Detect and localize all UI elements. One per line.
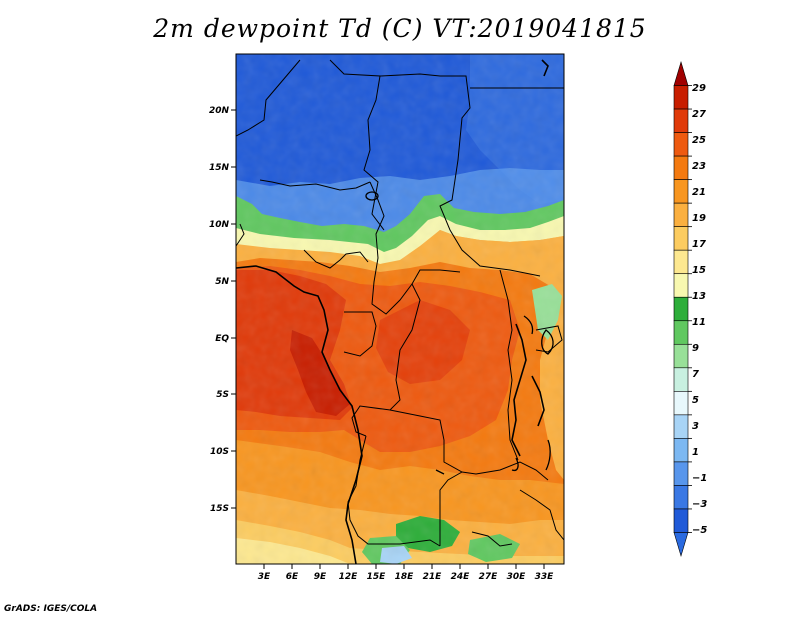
axis-ticks	[231, 109, 545, 569]
lat-label: 5N	[215, 277, 229, 287]
colorbar-label: 17	[692, 239, 706, 250]
colorbar-label: 3	[692, 421, 699, 432]
coastlines	[236, 59, 549, 564]
lon-label: 21E	[423, 572, 443, 582]
colorbar-label: −5	[692, 525, 707, 536]
lat-label: 15S	[210, 504, 229, 514]
colorbar-cap-bottom	[673, 532, 689, 558]
colorbar-segment	[673, 249, 689, 275]
lon-label: 27E	[479, 572, 499, 582]
lon-label: 33E	[535, 572, 555, 582]
colorbar-segment	[673, 202, 689, 227]
colorbar-segment	[673, 508, 689, 533]
colorbar-label: 29	[692, 83, 706, 94]
lat-label: 5S	[216, 390, 229, 400]
colorbar	[673, 60, 692, 558]
lat-label: 10N	[209, 220, 230, 230]
lon-label: 6E	[286, 572, 299, 582]
colorbar-label: −3	[692, 499, 707, 510]
colorbar-segment	[673, 108, 689, 133]
colorbar-label: 23	[692, 161, 706, 172]
colorbar-cap-top	[673, 60, 689, 86]
lon-label: 24E	[451, 572, 471, 582]
colorbar-segment	[673, 85, 689, 110]
colorbar-segment	[673, 414, 689, 439]
map-title: 2m dewpoint Td (C) VT:2019041815	[153, 14, 647, 43]
lon-label: 15E	[367, 572, 387, 582]
lon-label: 18E	[395, 572, 415, 582]
country-borders	[236, 59, 564, 547]
lon-label: 12E	[339, 572, 359, 582]
colorbar-segment	[673, 179, 689, 204]
colorbar-label: 5	[692, 395, 699, 406]
colorbar-segment	[673, 485, 689, 510]
colorbar-segment	[673, 273, 689, 298]
colorbar-segment	[673, 367, 689, 392]
colorbar-label: 25	[692, 135, 706, 146]
map-frame	[235, 53, 565, 565]
colorbar-segment	[673, 320, 689, 345]
colorbar-label: 9	[692, 343, 699, 354]
lat-label: EQ	[215, 334, 229, 344]
lon-label: 3E	[258, 572, 271, 582]
colorbar-label: 19	[692, 213, 706, 224]
colorbar-label: 27	[692, 109, 706, 120]
grads-credit: GrADS: IGES/COLA	[4, 604, 98, 614]
lat-label: 15N	[209, 163, 230, 173]
lon-label: 9E	[314, 572, 327, 582]
lat-label: 10S	[210, 447, 229, 457]
colorbar-segment	[673, 391, 689, 416]
colorbar-label: 1	[692, 447, 699, 458]
lakes	[365, 191, 554, 475]
colorbar-segment	[673, 296, 689, 322]
colorbar-segment	[673, 155, 689, 180]
colorbar-label: −1	[692, 473, 707, 484]
colorbar-label: 15	[692, 265, 706, 276]
dewpoint-field	[236, 54, 564, 564]
colorbar-segment	[673, 226, 689, 251]
colorbar-segment	[673, 132, 689, 157]
colorbar-label: 7	[692, 369, 699, 380]
colorbar-label: 11	[692, 317, 706, 328]
colorbar-label: 21	[692, 187, 706, 198]
colorbar-segment	[673, 438, 689, 463]
colorbar-segment	[673, 461, 689, 486]
colorbar-label: 13	[692, 291, 706, 302]
lon-label: 30E	[507, 572, 527, 582]
lat-label: 20N	[209, 106, 230, 116]
colorbar-segment	[673, 343, 689, 369]
